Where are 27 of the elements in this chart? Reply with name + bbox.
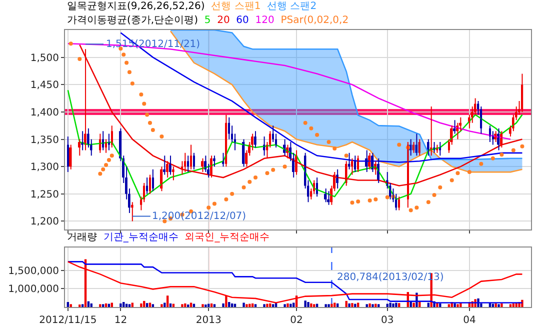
text: 120 <box>255 15 274 26</box>
text: 외국인_누적순매수 <box>184 232 270 243</box>
text: 60 <box>236 15 249 26</box>
y-tick-label: 1,250 <box>30 189 59 200</box>
text: 기관_누적순매수 <box>103 232 178 243</box>
x-tick-label: 2012/11/15 <box>39 315 97 326</box>
series-label: 거래량 <box>67 232 97 243</box>
x-tick-label: 12 <box>114 315 128 326</box>
text: 5 <box>204 15 211 26</box>
text: 선행 스팬2 <box>267 1 317 12</box>
y-tick-label: 1,400 <box>30 107 59 118</box>
x-tick-label: 03 <box>381 315 394 326</box>
y-tick-label: 1,450 <box>30 80 59 92</box>
y-tick-label: 1,350 <box>30 134 59 146</box>
x-tick-label: 2013 <box>196 315 222 326</box>
text: 가격이동평균(종가,단순이평) <box>67 15 198 26</box>
text: PSar(0,02,0,2 <box>280 15 349 26</box>
y-tick-label: 1,500,000 <box>8 266 59 278</box>
x-tick-label: 02 <box>290 315 303 326</box>
y-tick-label: 1,500 <box>30 52 59 64</box>
text: 20 <box>217 15 230 26</box>
legend-title: 일목균형지표(9,26,26,52,26) <box>67 1 205 12</box>
y-tick-label: 1,300 <box>30 162 59 174</box>
text: 선행 스팬1 <box>211 1 261 12</box>
x-tick-label: 04 <box>463 315 476 326</box>
y-tick-label: 1,000,000 <box>8 284 59 295</box>
y-tick-label: 1,200 <box>30 216 59 228</box>
